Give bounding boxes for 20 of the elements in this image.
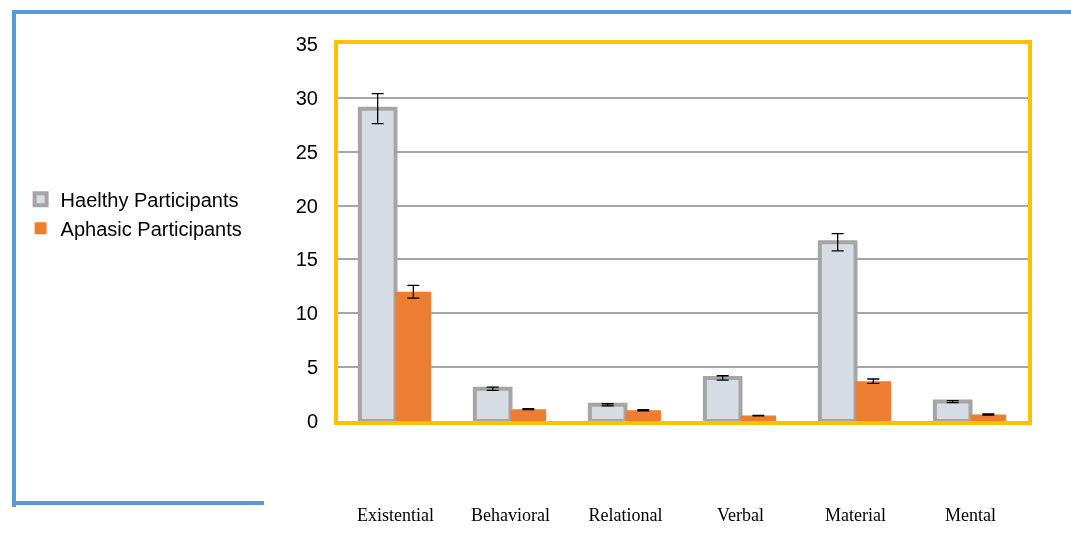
x-tick-label: Verbal bbox=[717, 504, 764, 525]
bar bbox=[855, 381, 892, 421]
x-tick-label: Material bbox=[825, 504, 886, 525]
y-tick-label: 30 bbox=[295, 86, 318, 109]
bar bbox=[395, 291, 432, 421]
x-tick-label: Behavioral bbox=[471, 504, 550, 525]
y-tick-label: 10 bbox=[295, 302, 318, 325]
y-tick-label: 5 bbox=[306, 356, 318, 379]
bar bbox=[510, 409, 547, 421]
legend-label: Haelthy Participants bbox=[60, 188, 239, 211]
y-tick-label: 0 bbox=[306, 410, 318, 432]
x-tick-label: Relational bbox=[588, 504, 663, 525]
bar bbox=[625, 410, 662, 421]
y-tick-label: 35 bbox=[295, 33, 318, 55]
x-tick-label: Mental bbox=[945, 504, 996, 525]
legend-label: Aphasic Participants bbox=[60, 217, 242, 240]
y-tick-label: 25 bbox=[295, 140, 318, 163]
y-tick-label: 20 bbox=[295, 194, 318, 217]
x-tick-label: Existential bbox=[357, 504, 434, 525]
y-tick-label: 15 bbox=[295, 248, 318, 271]
